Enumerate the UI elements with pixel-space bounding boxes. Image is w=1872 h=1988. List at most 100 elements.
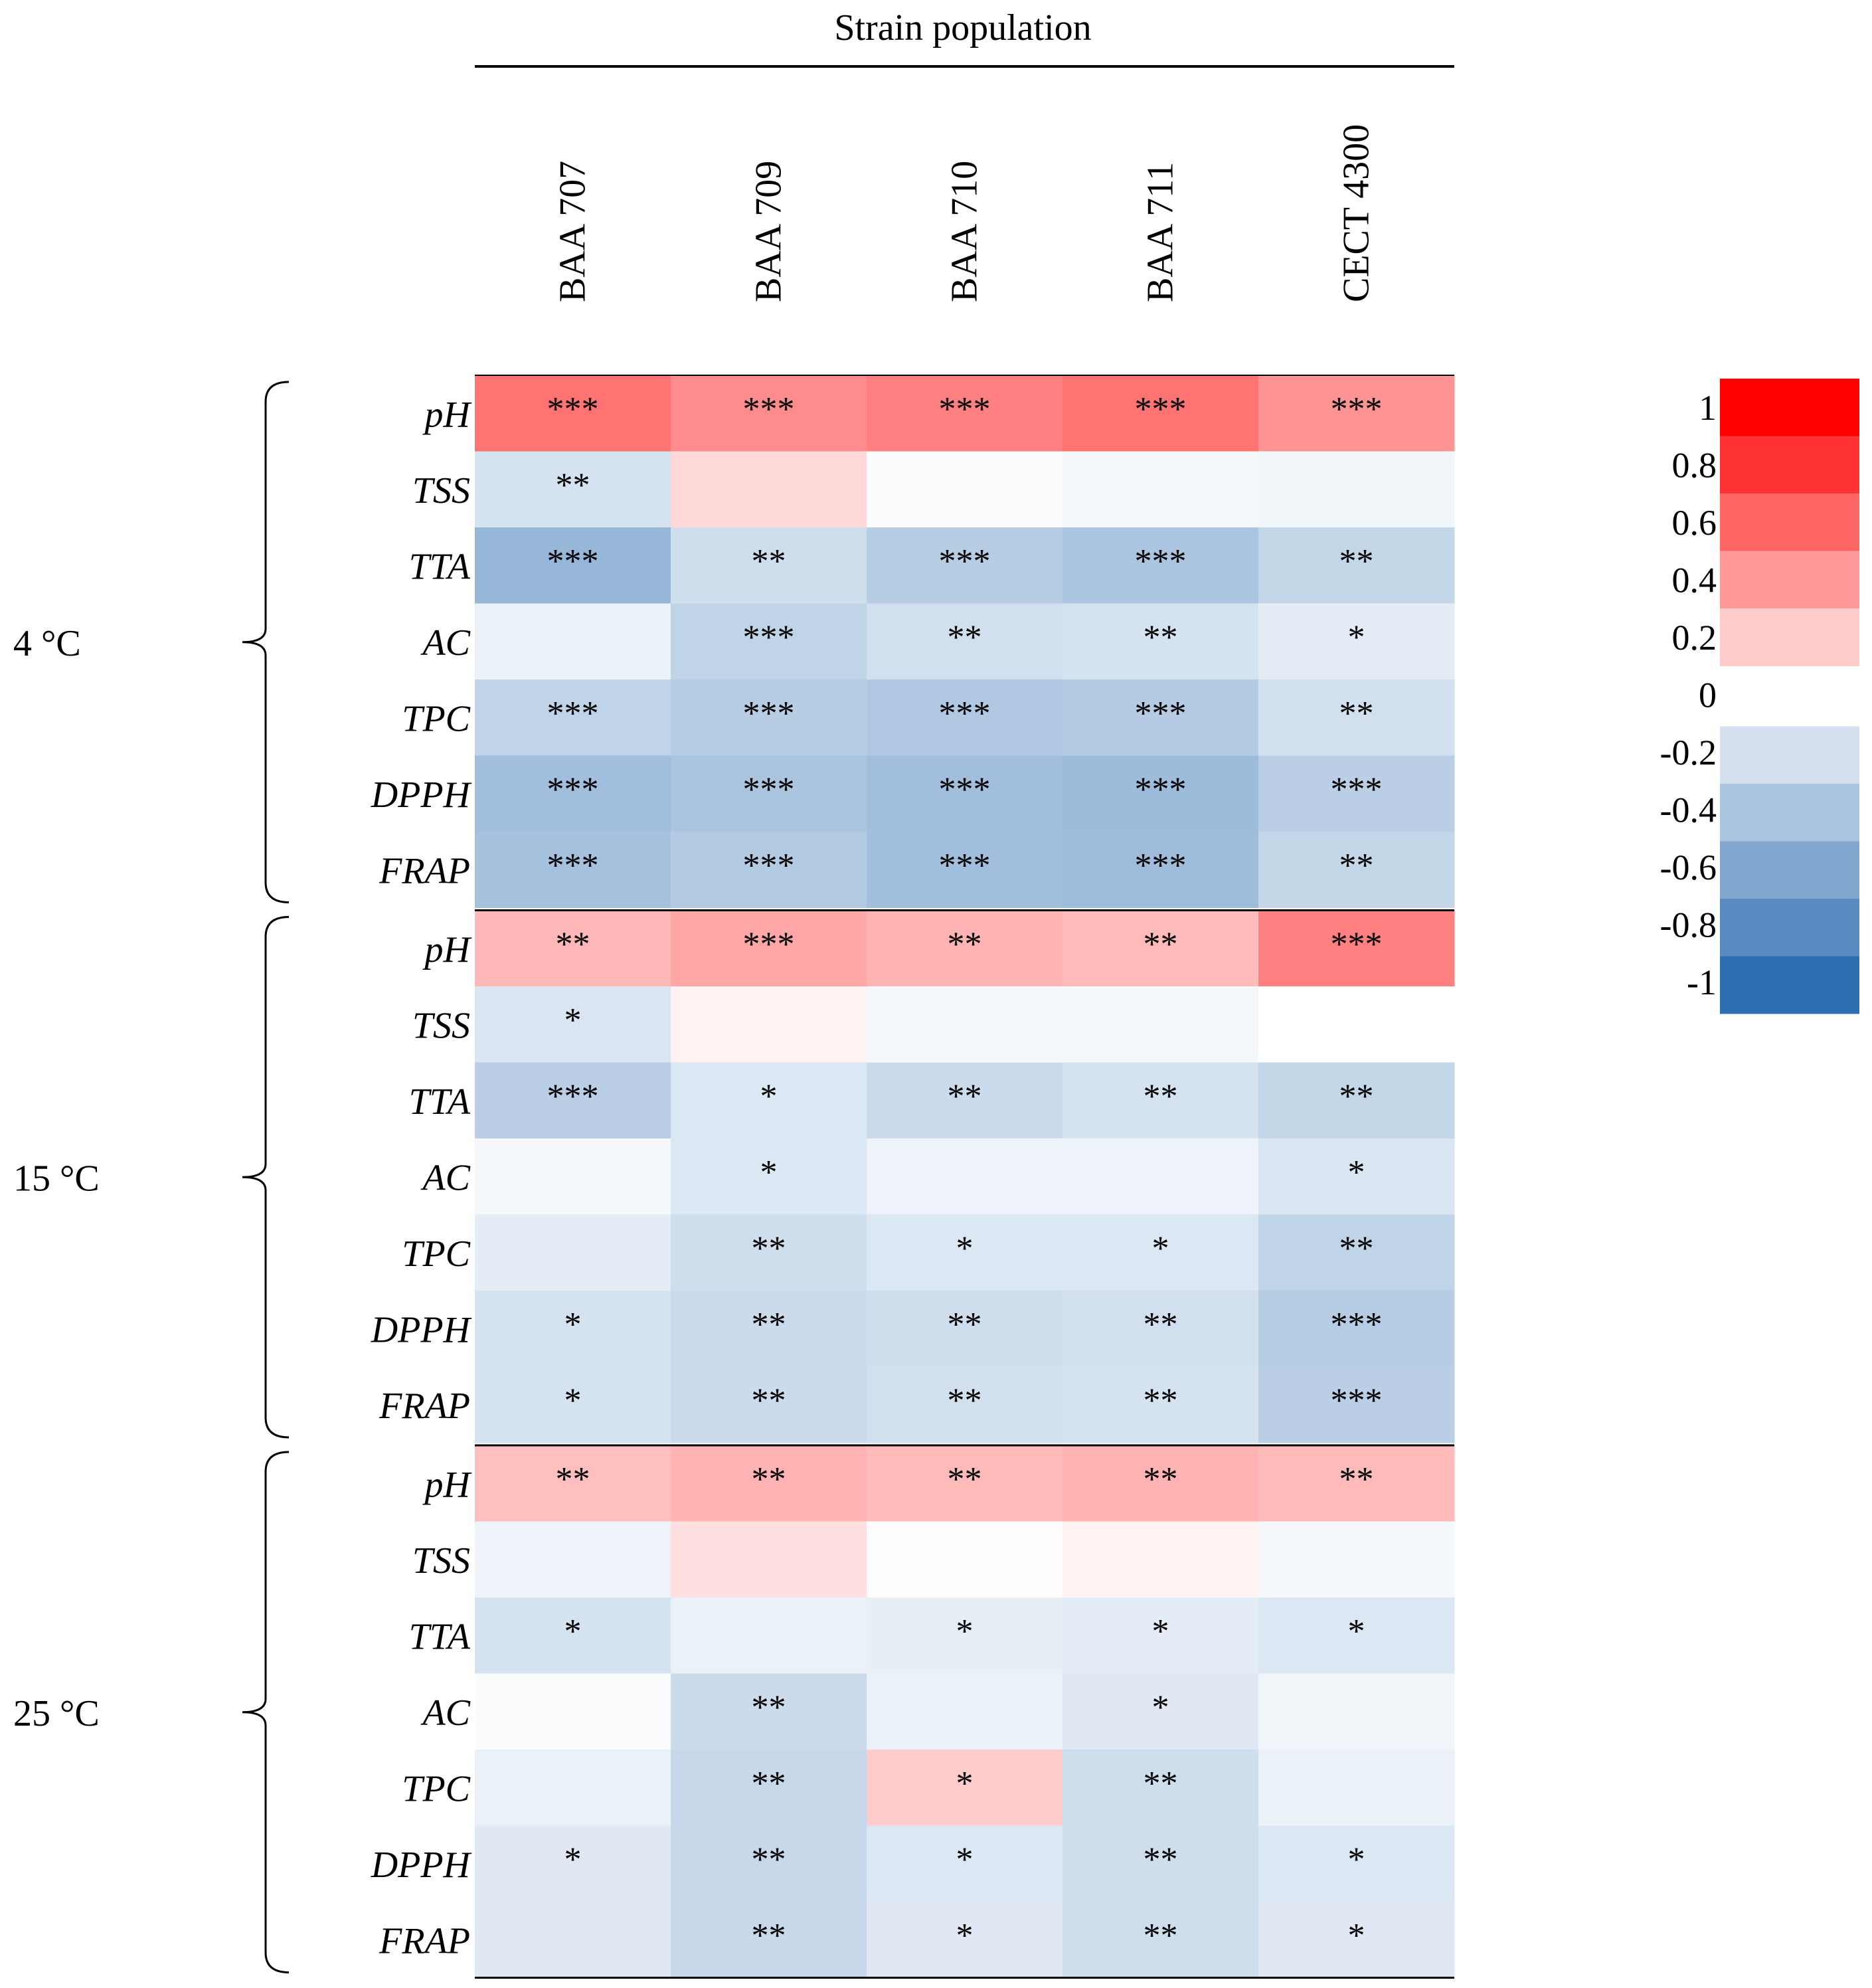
legend-label: 0.6 — [1672, 503, 1717, 543]
row-label: TPC — [402, 698, 470, 739]
heatmap-cell — [475, 1138, 671, 1215]
heatmap-cell — [475, 679, 671, 756]
significance-marker: *** — [547, 695, 599, 733]
heatmap-cell — [671, 1445, 867, 1522]
heatmap-cell — [475, 755, 671, 832]
group-label: 15 °C — [13, 1158, 100, 1199]
heatmap-cell — [475, 986, 671, 1063]
heatmap-cell — [1258, 1750, 1455, 1826]
heatmap-cell — [1063, 832, 1259, 908]
heatmap-cell — [1063, 1673, 1259, 1750]
heatmap-cell — [1258, 1214, 1455, 1291]
heatmap-cell — [1063, 603, 1259, 680]
heatmap-cell — [671, 1750, 867, 1826]
heatmap-cell — [1258, 832, 1455, 908]
heatmap-cell — [671, 986, 867, 1063]
significance-marker: *** — [1331, 1306, 1383, 1344]
significance-marker: * — [564, 1382, 582, 1420]
heatmap-cell — [671, 1597, 867, 1674]
legend-swatch — [1720, 956, 1859, 1014]
legend-label: -0.8 — [1660, 905, 1717, 945]
significance-marker: * — [956, 1230, 974, 1268]
legend-label: 0.8 — [1672, 446, 1717, 486]
significance-marker: ** — [752, 543, 786, 581]
heatmap-cell — [1258, 910, 1455, 987]
significance-marker: *** — [939, 543, 991, 581]
significance-marker: *** — [743, 847, 795, 885]
significance-marker: *** — [1135, 543, 1187, 581]
row-labels: pH TSS TTA AC TPC DPPH FRAP pH TSS TTA AC TPC DPPH FR… — [371, 394, 472, 1961]
significance-marker: *** — [1135, 847, 1187, 885]
heatmap-cell — [475, 910, 671, 987]
group-braces: 4 °C 15 °C 25 °C — [13, 381, 290, 1973]
significance-marker: *** — [743, 695, 795, 733]
significance-marker: ** — [948, 1306, 982, 1344]
significance-marker: * — [956, 1765, 974, 1803]
significance-marker: * — [956, 1917, 974, 1955]
heatmap-cell — [867, 1597, 1063, 1674]
heatmap-cell — [867, 1366, 1063, 1443]
heatmap-cell — [475, 1366, 671, 1443]
heatmap-cell — [475, 1673, 671, 1750]
heatmap-cell — [475, 1291, 671, 1367]
heatmap-cell — [1063, 1445, 1259, 1522]
heatmap-cell — [671, 1062, 867, 1139]
column-label: BAA 707 — [553, 161, 594, 302]
heatmap-cell — [475, 1445, 671, 1522]
significance-marker: ** — [1339, 1461, 1374, 1498]
heatmap-cell — [475, 603, 671, 680]
heatmap-cell — [475, 451, 671, 528]
legend-swatch — [1720, 899, 1859, 956]
significance-marker: *** — [1135, 391, 1187, 428]
heatmap-cell — [671, 910, 867, 987]
significance-marker: *** — [1331, 391, 1383, 428]
significance-marker: ** — [752, 1689, 786, 1727]
significance-marker: ** — [752, 1306, 786, 1344]
significance-marker: * — [564, 1306, 582, 1344]
heatmap-cell — [671, 1366, 867, 1443]
heatmap-cell — [867, 1825, 1063, 1902]
heatmap-cell — [1258, 679, 1455, 756]
column-label: BAA 711 — [1140, 162, 1181, 302]
significance-marker: *** — [1135, 771, 1187, 809]
row-label: DPPH — [371, 1309, 472, 1350]
row-label: FRAP — [379, 1386, 470, 1427]
row-label: AC — [420, 622, 470, 664]
significance-marker: ** — [752, 1382, 786, 1420]
row-label: FRAP — [379, 850, 470, 891]
row-label: TSS — [412, 1005, 470, 1046]
significance-marker: ** — [752, 1841, 786, 1879]
significance-marker: * — [564, 1613, 582, 1651]
significance-marker: ** — [948, 1078, 982, 1116]
legend-label: 0.2 — [1672, 618, 1717, 658]
heatmap-cell — [475, 1597, 671, 1674]
heatmap-cell — [671, 755, 867, 832]
heatmap-cell — [475, 1750, 671, 1826]
row-label: pH — [422, 394, 472, 435]
significance-marker: ** — [948, 619, 982, 657]
legend-label: -1 — [1687, 962, 1717, 1002]
group-separators — [475, 375, 1454, 1979]
heatmap-cell — [1063, 755, 1259, 832]
significance-marker: ** — [948, 1382, 982, 1420]
significance-marker: *** — [743, 619, 795, 657]
heatmap-cell — [1063, 451, 1259, 528]
heatmap-cell — [1063, 375, 1259, 452]
significance-marker: * — [1348, 1613, 1365, 1651]
significance-marker: *** — [939, 695, 991, 733]
heatmap-cell — [671, 1521, 867, 1598]
significance-marker: * — [1348, 1917, 1365, 1955]
heatmap-cell — [1258, 1366, 1455, 1443]
heatmap-cell — [1258, 1597, 1455, 1674]
legend-swatch — [1720, 726, 1859, 784]
significance-markers: *** *** *** *** ******** ** *** *** ***** ** ** ***… — [547, 391, 1383, 1955]
significance-marker: *** — [547, 847, 599, 885]
significance-marker: ** — [556, 467, 590, 505]
row-label: TPC — [402, 1233, 470, 1275]
significance-marker: ** — [1144, 1382, 1178, 1420]
heatmap-cell — [475, 1521, 671, 1598]
heatmap-cell — [475, 1062, 671, 1139]
legend-label: -0.4 — [1660, 790, 1717, 830]
significance-marker: *** — [547, 391, 599, 428]
chart-title: Strain population — [834, 7, 1091, 48]
